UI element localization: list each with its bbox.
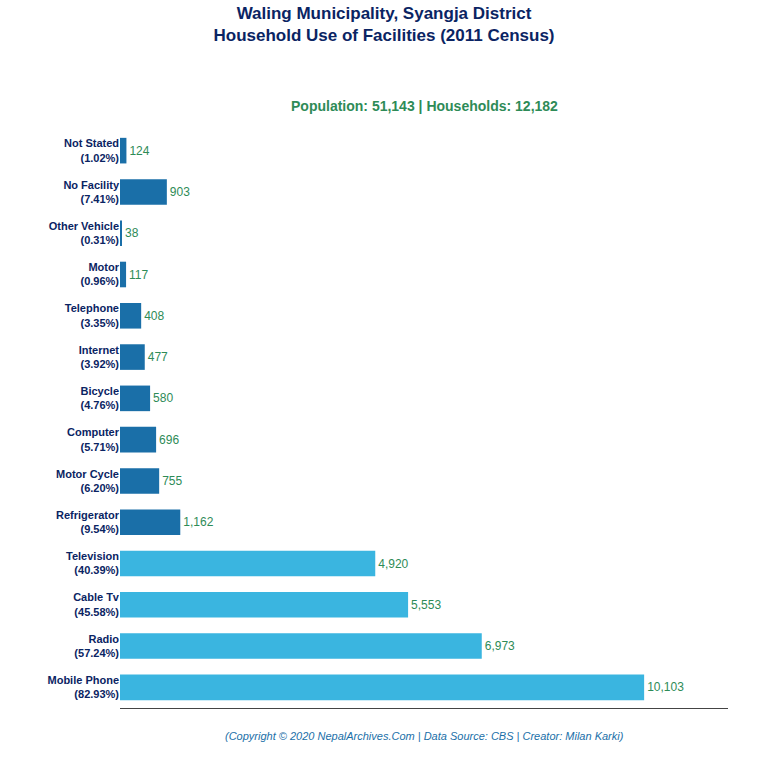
svg-text:Radio(57.24%): Radio(57.24%) (74, 633, 119, 659)
svg-text:Population: 51,143 | Household: Population: 51,143 | Households: 12,182 (291, 98, 558, 114)
svg-text:Cable Tv(45.58%): Cable Tv(45.58%) (73, 591, 120, 617)
svg-text:408: 408 (144, 309, 164, 323)
svg-text:Motor Cycle(6.20%): Motor Cycle(6.20%) (56, 468, 119, 494)
svg-text:Bicycle(4.76%): Bicycle(4.76%) (80, 385, 119, 411)
svg-text:38: 38 (125, 226, 139, 240)
svg-text:580: 580 (153, 391, 173, 405)
svg-text:Motor(0.96%): Motor(0.96%) (80, 261, 119, 287)
svg-text:Not Stated(1.02%): Not Stated(1.02%) (64, 137, 119, 163)
svg-text:Other Vehicle(0.31%): Other Vehicle(0.31%) (49, 220, 120, 246)
svg-text:477: 477 (148, 350, 168, 364)
svg-text:Internet(3.92%): Internet(3.92%) (79, 344, 120, 370)
svg-text:Telephone(3.35%): Telephone(3.35%) (65, 302, 120, 328)
svg-text:755: 755 (162, 474, 182, 488)
svg-text:Refrigerator(9.54%): Refrigerator(9.54%) (56, 509, 120, 535)
svg-text:124: 124 (129, 144, 149, 158)
svg-text:Computer(5.71%): Computer(5.71%) (67, 426, 120, 452)
svg-text:Television(40.39%): Television(40.39%) (66, 550, 119, 576)
svg-text:4,920: 4,920 (378, 557, 408, 571)
svg-text:(Copyright © 2020 NepalArchive: (Copyright © 2020 NepalArchives.Com | Da… (225, 730, 624, 742)
svg-text:696: 696 (159, 433, 179, 447)
svg-text:5,553: 5,553 (411, 598, 441, 612)
svg-text:No Facility(7.41%): No Facility(7.41%) (63, 179, 120, 205)
svg-text:903: 903 (170, 185, 190, 199)
svg-text:1,162: 1,162 (183, 515, 213, 529)
svg-text:Mobile Phone(82.93%): Mobile Phone(82.93%) (48, 674, 120, 700)
svg-text:117: 117 (129, 268, 148, 282)
svg-text:6,973: 6,973 (485, 639, 515, 653)
svg-text:10,103: 10,103 (647, 680, 684, 694)
svg-text:Waling Municipality, Syangja D: Waling Municipality, Syangja DistrictHou… (213, 4, 554, 45)
